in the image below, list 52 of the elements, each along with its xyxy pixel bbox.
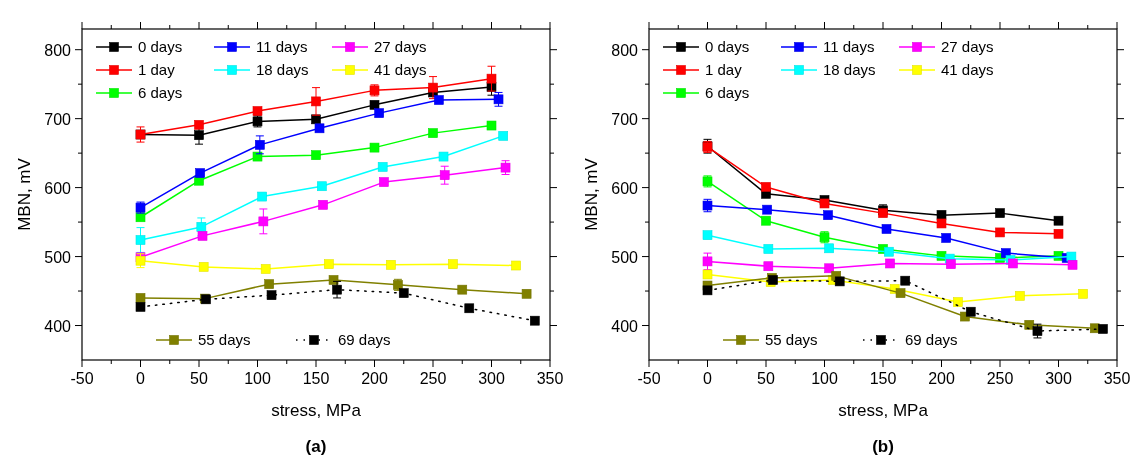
x-axis-title: stress, MPa [838, 401, 929, 420]
text: (a) [305, 437, 327, 456]
x-tick-label: -50 [637, 370, 661, 387]
y-tick-label: 700 [611, 110, 639, 128]
y-tick-label: 800 [44, 41, 72, 59]
x-tick-label: 150 [302, 370, 330, 387]
legend-label: 69 days [338, 331, 391, 348]
legend-label: 1 day [138, 61, 176, 78]
x-tick-label: 200 [361, 370, 388, 387]
legend-label: 55 days [765, 331, 818, 348]
y-tick-label: 600 [44, 179, 72, 197]
legend-label: 55 days [198, 331, 251, 348]
legend-label: 18 days [823, 61, 876, 78]
x-tick-label: 0 [136, 370, 146, 387]
x-tick-label: 100 [244, 370, 271, 387]
legend-label: 0 days [138, 38, 183, 55]
legend-label: 6 days [705, 84, 750, 101]
x-tick-label: 0 [703, 370, 713, 387]
y-tick-label: 400 [44, 317, 72, 335]
y-tick-label: 700 [44, 110, 72, 128]
legend-label: 27 days [941, 38, 994, 55]
x-tick-label: 150 [869, 370, 897, 387]
y-tick-label: 500 [611, 248, 639, 266]
legend-label: 27 days [374, 38, 427, 55]
x-axis-title: stress, MPa [271, 401, 362, 420]
y-tick-label: 400 [611, 317, 639, 335]
legend-label: 6 days [138, 84, 183, 101]
x-tick-label: 200 [928, 370, 955, 387]
x-tick-label: 350 [1103, 370, 1131, 387]
y-tick-label: 800 [611, 41, 639, 59]
y-axis-title: MBN, mV [15, 157, 34, 231]
legend-label: 11 days [823, 38, 875, 55]
legend-label: 69 days [905, 331, 958, 348]
legend-label: 0 days [705, 38, 750, 55]
x-tick-label: 300 [1045, 370, 1072, 387]
x-tick-label: 50 [757, 370, 775, 387]
x-tick-label: 100 [811, 370, 838, 387]
legend-label: 41 days [941, 61, 994, 78]
text: (b) [872, 437, 894, 456]
legend-label: 41 days [374, 61, 427, 78]
legend-label: 1 day [705, 61, 743, 78]
x-tick-label: -50 [70, 370, 94, 387]
x-tick-label: 250 [419, 370, 447, 387]
y-tick-label: 600 [611, 179, 639, 197]
legend-label: 11 days [256, 38, 308, 55]
x-tick-label: 250 [986, 370, 1014, 387]
x-tick-label: 350 [536, 370, 564, 387]
x-tick-label: 300 [478, 370, 505, 387]
x-tick-label: 50 [190, 370, 208, 387]
y-tick-label: 500 [44, 248, 72, 266]
legend-label: 18 days [256, 61, 309, 78]
y-axis-title: MBN, mV [582, 157, 601, 231]
